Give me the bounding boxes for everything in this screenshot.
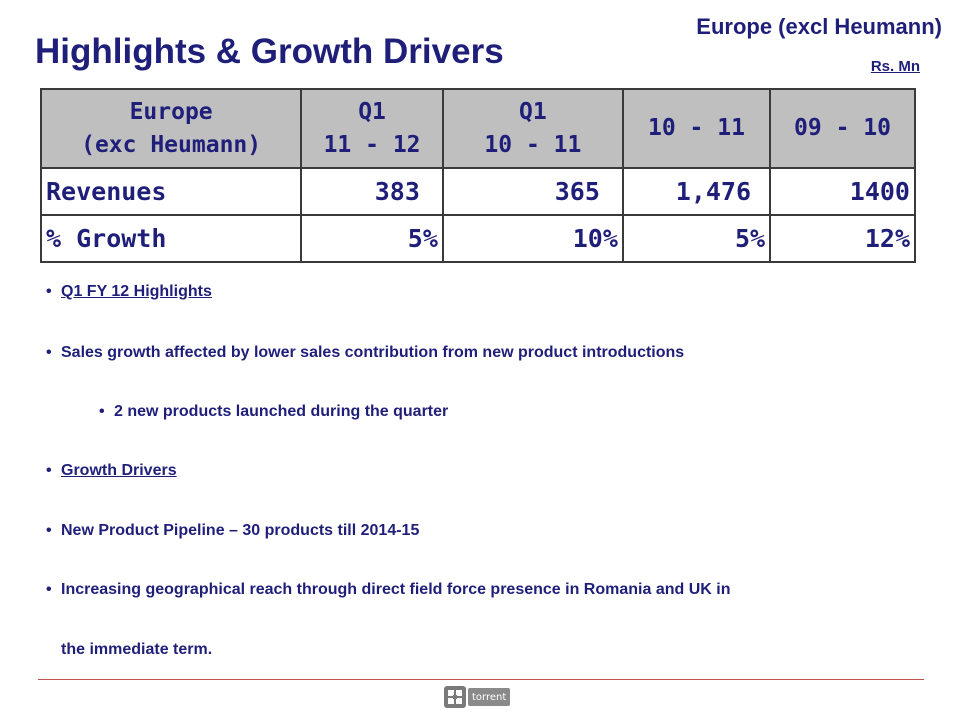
table-cell: 365 (441, 167, 624, 216)
column-header-q1-11-12: Q1 11 - 12 (300, 88, 444, 169)
bullet-dot: • (46, 581, 52, 598)
corner-header-line2: (exc Heumann) (81, 131, 262, 158)
table-cell: 383 (300, 167, 444, 216)
table-cell: 1,476 (621, 167, 772, 216)
column-header-line2: 10 - 11 (484, 131, 582, 158)
column-header-line1: 09 - 10 (794, 115, 891, 142)
row-label: Revenues (39, 167, 303, 216)
table-row-growth: % Growth 5% 10% 5% 12% (39, 214, 916, 263)
bullet-dot: • (46, 283, 52, 300)
list-item: • Increasing geographical reach through d… (46, 581, 730, 599)
section-heading-q1-highlights: Q1 FY 12 Highlights (61, 283, 212, 300)
table-cell: 10% (441, 214, 624, 263)
column-header-line2: 11 - 12 (323, 131, 421, 158)
column-header-line1: Q1 (519, 99, 547, 126)
table-cell: 12% (769, 214, 916, 263)
company-logo: torrent (444, 686, 522, 708)
row-label: % Growth (39, 214, 303, 263)
table-row-revenues: Revenues 383 365 1,476 1400 (39, 167, 916, 216)
list-item: • Q1 FY 12 Highlights (46, 283, 212, 301)
bullet-text: Sales growth affected by lower sales con… (61, 344, 685, 361)
table-cell: 1400 (769, 167, 916, 216)
column-header-q1-10-11: Q1 10 - 11 (441, 88, 624, 169)
footer-divider (38, 679, 924, 680)
bullet-text: 2 new products launched during the quart… (114, 403, 449, 420)
bullet-dot: • (99, 403, 105, 420)
currency-unit-label: Rs. Mn (870, 58, 920, 75)
list-item: • Growth Drivers (46, 462, 177, 480)
table-corner-header: Europe (exc Heumann) (39, 88, 303, 169)
bullet-text: New Product Pipeline – 30 products till … (61, 522, 420, 539)
column-header-fy-10-11: 10 - 11 (621, 88, 772, 169)
page-title: Highlights & Growth Drivers (35, 32, 504, 71)
bullet-continuation-text: the immediate term. (61, 641, 213, 658)
bullet-text: Increasing geographical reach through di… (61, 581, 731, 598)
financial-summary-table: Europe (exc Heumann) Q1 11 - 12 Q1 10 - … (39, 88, 916, 263)
bullet-dot: • (46, 462, 52, 479)
logo-wordmark: torrent (468, 688, 511, 706)
column-header-fy-09-10: 09 - 10 (769, 88, 916, 169)
table-header-row: Europe (exc Heumann) Q1 11 - 12 Q1 10 - … (39, 88, 916, 169)
torrent-logo-icon (444, 686, 466, 708)
list-item-sub: • 2 new products launched during the quar… (99, 403, 448, 421)
list-item: • New Product Pipeline – 30 products till… (46, 522, 419, 540)
table-cell: 5% (621, 214, 772, 263)
column-header-line1: 10 - 11 (647, 115, 745, 142)
column-header-line1: Q1 (358, 99, 386, 126)
table-cell: 5% (300, 214, 444, 263)
section-heading-growth-drivers: Growth Drivers (61, 462, 177, 479)
region-label: Europe (excl Heumann) (696, 14, 942, 39)
list-item: • Sales growth affected by lower sales co… (46, 344, 684, 362)
corner-header-line1: Europe (129, 99, 213, 126)
bullet-dot: • (46, 522, 52, 539)
bullet-dot: • (46, 344, 52, 361)
